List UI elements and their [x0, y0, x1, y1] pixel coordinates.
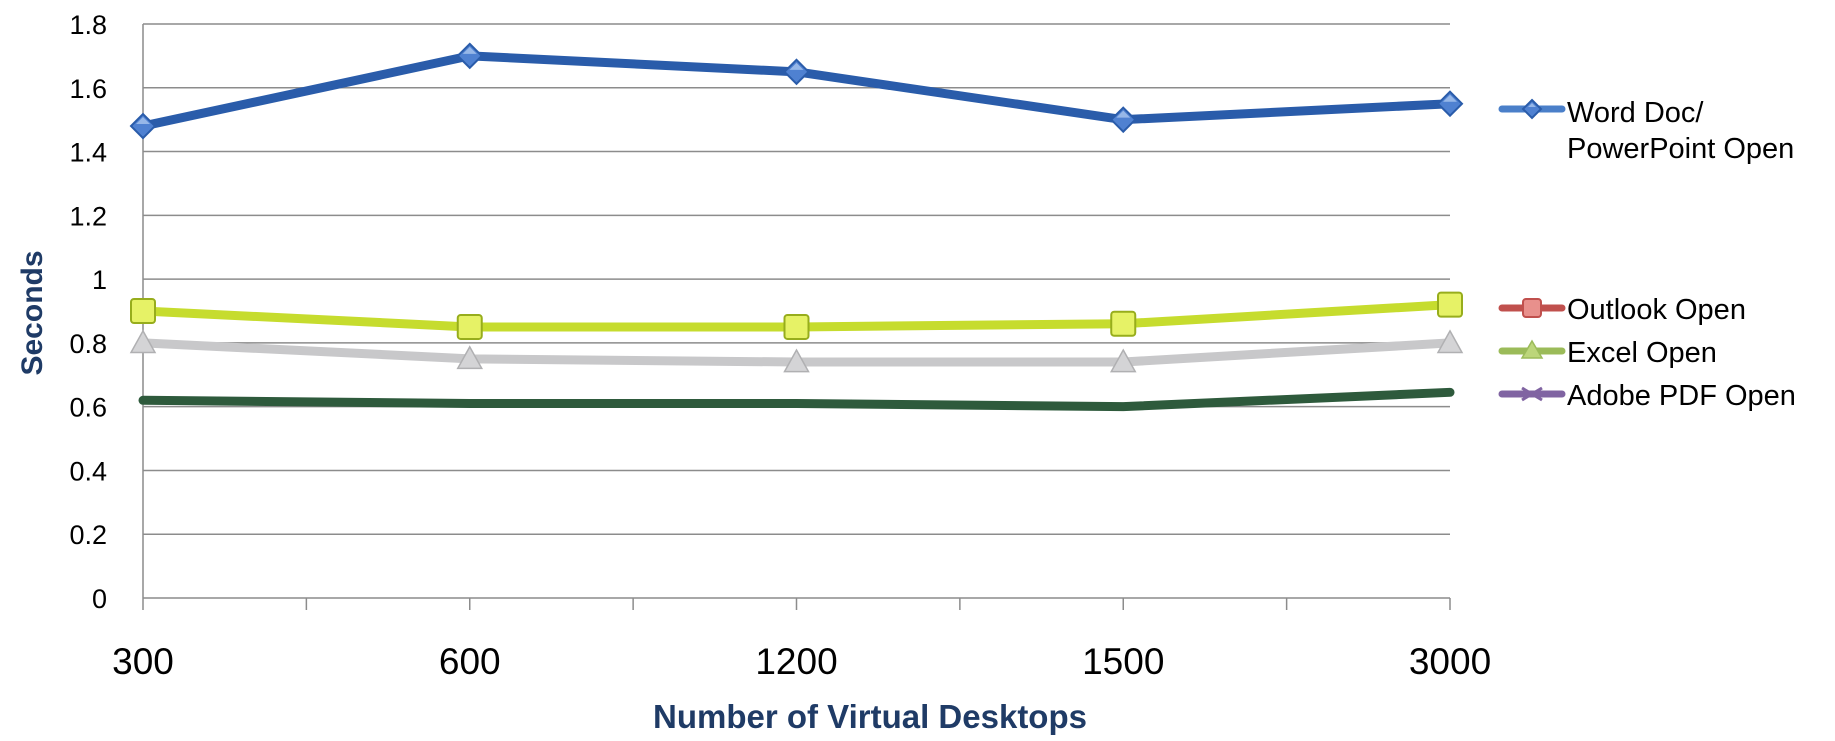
- gridlines: [143, 23, 1450, 535]
- legend-label: PowerPoint Open: [1567, 133, 1794, 165]
- diamond-marker: [129, 112, 157, 140]
- diamond-marker: [1109, 106, 1137, 134]
- legend-label: Outlook Open: [1567, 294, 1746, 326]
- y-tick-label: 0: [92, 584, 107, 614]
- triangle-marker: [1436, 329, 1464, 354]
- square-marker: [1110, 310, 1137, 337]
- legend-label: Word Doc/: [1567, 97, 1704, 129]
- y-axis-title: Seconds: [16, 250, 49, 375]
- square-marker: [456, 313, 483, 340]
- legend: Word Doc/PowerPoint Open Outlook Open Exce…: [1498, 97, 1796, 412]
- series-line: [138, 387, 1455, 412]
- y-tick-label: 0.4: [69, 456, 107, 486]
- y-tick-label: 0.2: [69, 520, 107, 550]
- legend-item: Adobe PDF Open: [1498, 380, 1796, 412]
- diamond-marker: [1521, 98, 1543, 120]
- x-tick-label: 300: [112, 641, 174, 682]
- legend-item: Excel Open: [1498, 337, 1717, 369]
- square-marker: [130, 298, 156, 324]
- legend-label: Excel Open: [1567, 337, 1717, 369]
- y-tick-label: 1.4: [69, 138, 107, 168]
- square-marker: [1437, 291, 1463, 318]
- x-tick-labels: 300 600 1200 1500 3000: [112, 641, 1491, 682]
- square-marker: [783, 313, 810, 340]
- triangle-marker: [783, 348, 810, 373]
- square-marker: [1522, 298, 1542, 318]
- y-tick-labels: 0 0.2 0.4 0.6 0.8 1 1.2 1.4 1.6 1.8: [69, 10, 107, 614]
- x-marker-stroke: [1521, 386, 1543, 402]
- x-tick-label: 1500: [1082, 641, 1164, 682]
- diamond-marker: [1436, 90, 1464, 118]
- series-unlabeled: [138, 387, 1455, 412]
- triangle-marker: [1520, 339, 1544, 359]
- triangle-marker: [456, 345, 484, 370]
- diamond-marker: [456, 42, 484, 70]
- diamond-marker: [783, 58, 810, 86]
- y-tick-label: 1.2: [69, 201, 107, 231]
- x-tick-label: 3000: [1409, 641, 1491, 682]
- series-word-doc-powerpoint-open: [129, 42, 1464, 140]
- x-axis-title: Number of Virtual Desktops: [653, 698, 1087, 735]
- y-tick-label: 1.6: [69, 74, 107, 104]
- x-tick-label: 600: [439, 641, 501, 682]
- legend-label: Adobe PDF Open: [1567, 380, 1796, 412]
- y-tick-label: 0.8: [69, 329, 107, 359]
- triangle-marker: [1109, 348, 1137, 373]
- y-tick-label: 1.8: [69, 10, 107, 40]
- series-unlabeled: [129, 329, 1464, 373]
- x-tick-label: 1200: [755, 641, 837, 682]
- y-tick-label: 1: [92, 265, 107, 295]
- y-tick-label: 0.6: [69, 393, 107, 423]
- series-lines: [129, 42, 1464, 412]
- triangle-marker: [129, 329, 157, 354]
- legend-item: Outlook Open: [1498, 294, 1746, 326]
- series-excel-open: [130, 291, 1463, 340]
- legend-item-word: Word Doc/PowerPoint Open: [1498, 97, 1794, 165]
